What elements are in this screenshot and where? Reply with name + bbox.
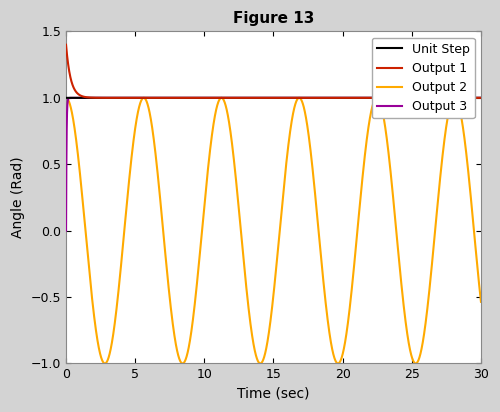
- Output 2: [372, 96, 378, 101]
- Output 1: [478, 95, 484, 100]
- Output 2: [312, 190, 318, 195]
- Output 3: [372, 95, 378, 100]
- Output 2: [102, 361, 108, 366]
- Output 2: [478, 300, 484, 304]
- Output 2: [333, 359, 339, 364]
- Output 1: [138, 95, 144, 100]
- Line: Output 1: Output 1: [66, 45, 481, 98]
- Unit Step: [222, 95, 228, 100]
- Unit Step: [333, 95, 339, 100]
- X-axis label: Time (sec): Time (sec): [237, 387, 310, 401]
- Unit Step: [372, 95, 378, 100]
- Legend: Unit Step, Output 1, Output 2, Output 3: Unit Step, Output 1, Output 2, Output 3: [372, 37, 474, 118]
- Output 2: [63, 95, 69, 100]
- Output 3: [333, 95, 339, 100]
- Unit Step: [404, 95, 410, 100]
- Output 3: [404, 95, 410, 100]
- Output 1: [333, 95, 339, 100]
- Output 3: [80, 95, 86, 100]
- Unit Step: [312, 95, 318, 100]
- Output 1: [222, 95, 228, 100]
- Line: Output 2: Output 2: [66, 98, 481, 363]
- Output 3: [478, 95, 484, 100]
- Output 1: [404, 95, 410, 100]
- Output 3: [138, 95, 144, 100]
- Unit Step: [63, 95, 69, 100]
- Unit Step: [138, 95, 144, 100]
- Output 1: [372, 95, 378, 100]
- Unit Step: [478, 95, 484, 100]
- Output 3: [312, 95, 318, 100]
- Output 2: [222, 100, 228, 105]
- Output 1: [228, 95, 234, 100]
- Y-axis label: Angle (Rad): Angle (Rad): [11, 157, 25, 238]
- Output 2: [404, 331, 410, 336]
- Output 2: [138, 98, 144, 103]
- Output 1: [312, 95, 318, 100]
- Title: Figure 13: Figure 13: [233, 11, 314, 26]
- Output 3: [63, 228, 69, 233]
- Output 3: [222, 95, 228, 100]
- Line: Output 3: Output 3: [66, 98, 481, 231]
- Output 1: [63, 42, 69, 47]
